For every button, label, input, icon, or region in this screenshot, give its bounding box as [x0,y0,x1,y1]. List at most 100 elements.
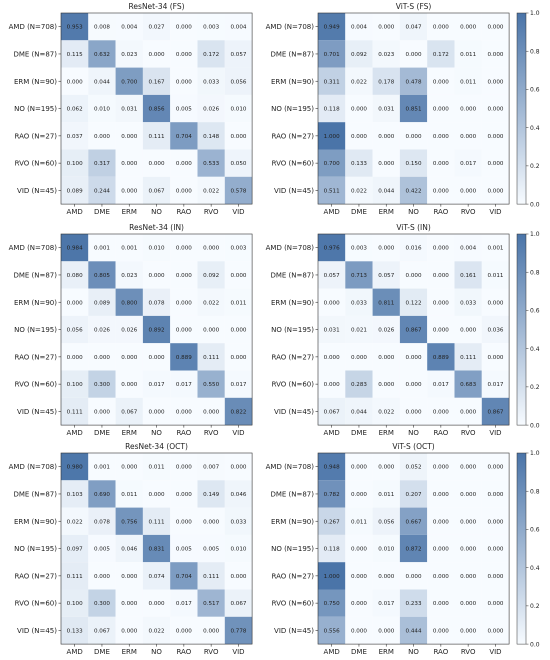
cell-value-label: 0.133 [351,161,367,167]
cell-value-label: 0.000 [487,628,503,634]
cell-value-label: 0.000 [487,79,503,85]
heatmap-cell [224,67,253,95]
cell-value-label: 0.000 [121,574,137,580]
cell-value-label: 0.023 [121,52,137,58]
x-tick-label: AMD [324,429,340,437]
y-tick-label: RAO (N=27) [15,572,58,580]
colorbar-tick-label: 0.0 [530,201,540,208]
heatmap-cell [345,370,373,398]
cell-value-label: 0.000 [406,273,422,279]
colorbar [516,452,527,645]
cell-value-label: 0.000 [433,628,449,634]
cell-value-label: 0.008 [94,25,110,31]
y-tick-label: ERM (N=90) [14,299,57,307]
cell-value-label: 0.005 [94,547,110,553]
cell-value-label: 0.148 [203,134,219,140]
cell-value-label: 0.149 [203,492,219,498]
y-tick-label: RVO (N=60) [272,600,315,608]
heatmap-cell [170,176,198,205]
cell-value-label: 0.300 [94,601,110,607]
heatmap-cell [224,288,253,316]
cell-value-label: 0.550 [203,382,219,388]
heatmap-cell [88,562,116,590]
heatmap-cell [224,370,253,398]
colorbar-tick-label: 0.2 [530,384,540,391]
cell-value-label: 0.000 [378,382,394,388]
cell-value-label: 0.000 [176,409,192,415]
cell-value-label: 0.000 [460,25,476,31]
y-tick-label: VID (N=45) [274,408,314,416]
cell-value-label: 0.000 [176,246,192,252]
cell-value-label: 0.100 [67,382,83,388]
heatmap-cell [224,94,253,123]
x-tick-label: ERM [122,648,137,656]
cell-value-label: 0.704 [176,574,192,580]
heatmap-cell [115,589,143,617]
cell-value-label: 0.056 [378,519,394,525]
y-tick-label: RVO (N=60) [15,381,58,389]
heatmap-cell [399,370,428,398]
heatmap-cell [142,94,171,123]
cell-value-label: 0.000 [433,409,449,415]
colorbar-tick-label: 1.0 [530,10,540,17]
cell-value-label: 0.831 [149,547,165,553]
heatmap-cell [372,315,400,344]
cell-value-label: 0.092 [351,52,367,58]
heatmap-cell [481,40,510,68]
cell-value-label: 0.011 [460,52,476,58]
y-tick-label: NO (N=195) [14,105,57,113]
x-tick-label: AMD [67,429,83,437]
heatmap-cell [372,13,400,41]
cell-value-label: 0.031 [121,107,137,113]
cell-value-label: 0.984 [67,246,83,252]
colorbar-tick-label: 0.0 [530,422,540,429]
heatmap-cell [345,94,373,123]
cell-value-label: 0.000 [94,355,110,361]
heatmap-cell [197,234,225,262]
heatmap-cell [345,288,373,316]
cell-value-label: 0.000 [176,188,192,194]
cell-value-label: 0.478 [406,79,422,85]
cell-value-label: 0.026 [203,107,219,113]
y-tick-label: AMD (N=708) [266,463,315,471]
y-tick-label: RVO (N=60) [15,600,58,608]
x-tick-label: DME [94,648,110,656]
heatmap-cell [399,67,428,95]
cell-value-label: 0.044 [378,188,394,194]
heatmap-cell [224,397,253,426]
y-tick-label: DME (N=87) [13,271,57,279]
y-tick-label: NO (N=195) [14,326,57,334]
colorbar-tick-label: 0.4 [530,346,540,353]
colorbar-tick-label: 0.8 [530,269,540,276]
cell-value-label: 0.000 [149,273,165,279]
cell-value-label: 0.062 [67,107,83,113]
heatmap-cell [318,343,346,371]
cell-value-label: 0.000 [433,246,449,252]
cell-value-label: 0.000 [406,409,422,415]
cell-value-label: 0.000 [203,628,219,634]
heatmap-cell [399,534,428,563]
cell-value-label: 0.017 [176,601,192,607]
heatmap-cell [345,149,373,177]
heatmap-cell [224,261,253,289]
heatmap-cell [454,589,482,617]
heatmap-cell [399,234,428,262]
heatmap-cell [481,453,510,481]
y-tick-label: ERM (N=90) [271,518,314,526]
cell-value-label: 0.000 [176,519,192,525]
cell-value-label: 0.005 [176,107,192,113]
cell-value-label: 0.026 [378,328,394,334]
cell-value-label: 0.000 [433,492,449,498]
cell-value-label: 0.023 [121,273,137,279]
cell-value-label: 0.000 [176,161,192,167]
heatmap-cell [224,453,253,481]
heatmap-cell [372,40,400,68]
heatmap-cell [115,616,143,645]
cell-value-label: 0.100 [67,161,83,167]
x-tick-label: VID [232,648,244,656]
heatmap-cell [399,13,428,41]
heatmap-cell [115,343,143,371]
heatmap-cell [197,315,225,344]
cell-value-label: 0.000 [378,134,394,140]
cell-value-label: 0.000 [121,601,137,607]
